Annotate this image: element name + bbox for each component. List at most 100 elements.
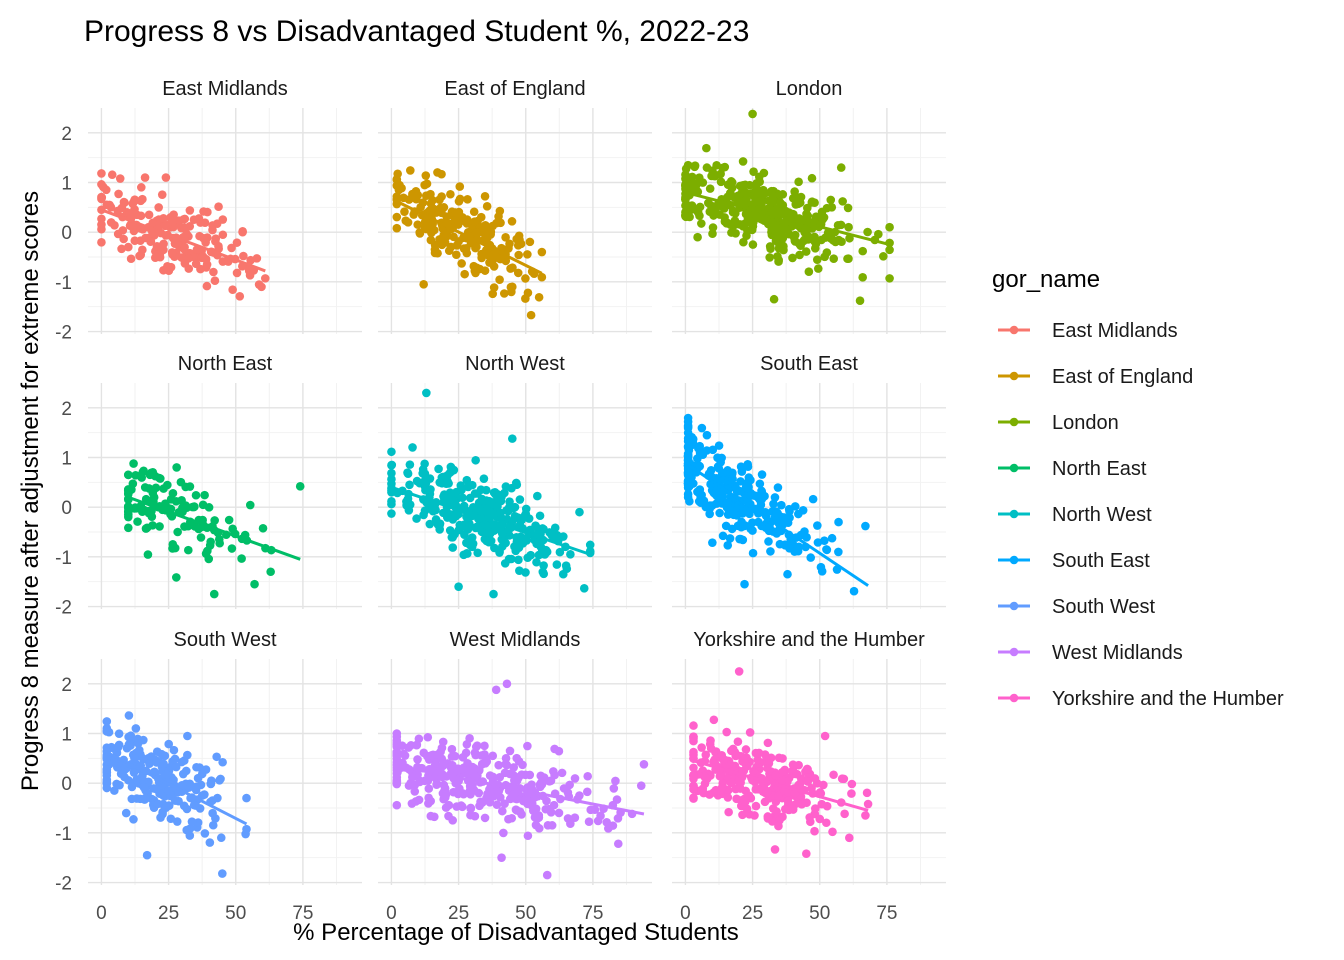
legend-title: gor_name <box>992 266 1100 293</box>
data-point <box>136 211 146 221</box>
data-point <box>159 484 168 493</box>
data-point <box>796 192 806 202</box>
data-point <box>133 739 143 748</box>
data-point <box>413 220 423 229</box>
data-point <box>392 800 402 810</box>
data-point <box>172 463 181 472</box>
data-point <box>699 788 708 798</box>
data-point <box>455 194 465 204</box>
data-point <box>448 543 458 552</box>
data-point <box>215 775 224 785</box>
data-point <box>416 202 425 212</box>
data-point <box>435 525 444 534</box>
data-point <box>570 774 580 783</box>
data-point <box>456 801 466 810</box>
data-point <box>237 554 246 563</box>
data-point <box>702 143 711 153</box>
data-point <box>260 274 270 283</box>
data-point <box>566 819 575 829</box>
data-point <box>780 218 790 227</box>
data-point <box>523 741 532 751</box>
data-point <box>159 214 168 223</box>
y-tick-label: -2 <box>55 323 72 344</box>
data-point <box>683 428 693 438</box>
x-tick-label: 25 <box>742 903 763 924</box>
data-point <box>557 768 567 778</box>
data-point <box>474 504 484 514</box>
data-point <box>463 525 473 534</box>
data-point <box>836 220 846 230</box>
data-point <box>767 186 776 196</box>
data-point <box>510 789 519 799</box>
facet-strip-title: North West <box>465 353 565 375</box>
data-point <box>525 237 535 247</box>
data-point <box>861 811 870 820</box>
data-point <box>840 809 849 819</box>
data-point <box>774 257 783 266</box>
data-point <box>257 282 266 292</box>
data-point <box>123 485 133 494</box>
legend-label: North West <box>1052 504 1152 526</box>
data-point <box>748 240 758 249</box>
data-point <box>766 244 775 253</box>
y-tick-label: 2 <box>61 124 72 145</box>
data-point <box>445 526 455 535</box>
data-point <box>400 207 409 216</box>
data-point <box>495 547 504 556</box>
data-point <box>751 748 761 758</box>
data-point <box>702 430 712 440</box>
data-point <box>694 497 704 506</box>
y-tick-label: 1 <box>61 449 72 470</box>
data-point <box>183 750 192 760</box>
data-point <box>387 487 396 497</box>
data-point <box>550 523 560 533</box>
data-point <box>471 455 480 465</box>
data-point <box>863 799 873 809</box>
data-point <box>582 787 592 797</box>
data-point <box>427 751 436 760</box>
data-point <box>523 250 532 259</box>
data-point <box>463 194 472 204</box>
data-point <box>157 190 167 199</box>
data-point <box>753 755 762 765</box>
data-point <box>514 555 523 565</box>
data-point <box>505 746 515 756</box>
data-point <box>232 238 242 247</box>
data-point <box>744 210 754 220</box>
data-point <box>775 241 784 250</box>
data-point <box>812 255 822 264</box>
data-point <box>708 538 717 547</box>
data-point <box>212 219 222 228</box>
legend-item-north-east: North East <box>998 458 1147 480</box>
data-point <box>115 174 125 183</box>
data-point <box>212 752 221 762</box>
data-point <box>387 447 396 457</box>
data-point <box>689 734 698 743</box>
data-point <box>739 237 748 247</box>
data-point <box>177 780 187 790</box>
data-point <box>499 828 508 838</box>
data-point <box>183 521 193 531</box>
data-point <box>151 483 161 493</box>
data-point <box>211 236 220 246</box>
data-point <box>799 236 808 246</box>
data-point <box>97 180 106 189</box>
facet-strip-title: East of England <box>444 78 585 100</box>
panel-east-midlands: East Midlands -2 -1 0 1 2 <box>55 78 362 344</box>
data-point <box>459 501 469 511</box>
data-point <box>782 225 792 235</box>
data-point <box>449 787 458 797</box>
data-point <box>820 536 829 545</box>
data-point <box>765 253 774 262</box>
data-point <box>769 499 778 509</box>
data-point <box>509 763 519 772</box>
y-tick-label: 0 <box>61 498 72 519</box>
data-point <box>724 180 734 189</box>
data-point <box>392 212 402 222</box>
data-point <box>740 757 749 766</box>
data-point <box>561 561 571 570</box>
data-point <box>480 741 489 751</box>
data-point <box>741 745 751 754</box>
data-point <box>214 202 223 212</box>
data-point <box>241 829 250 839</box>
